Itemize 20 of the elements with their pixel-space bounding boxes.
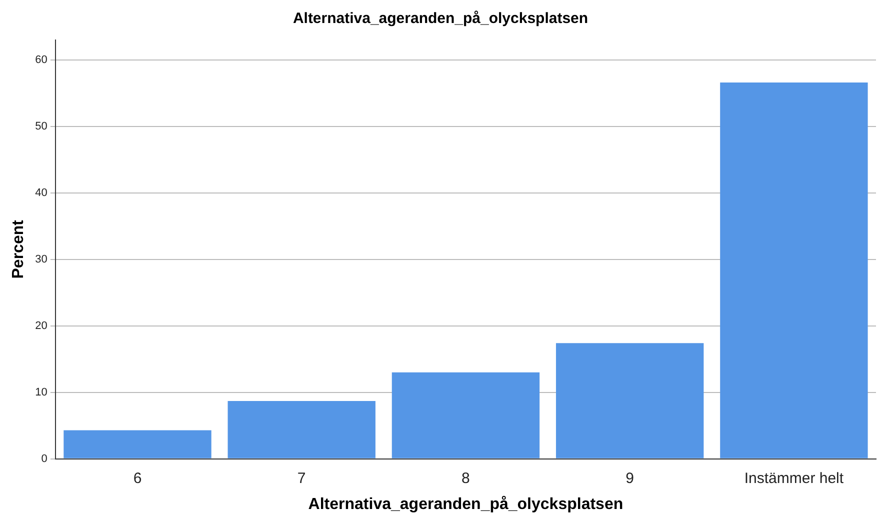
y-tick-label: 50 (35, 120, 48, 132)
y-tick-label: 40 (35, 186, 48, 199)
y-axis-title: Percent (10, 219, 28, 279)
chart-title: Alternativa_ageranden_på_olycksplatsen (292, 10, 588, 28)
x-tick-label: 8 (462, 470, 470, 487)
bar (720, 82, 868, 458)
x-tick-label: 6 (133, 470, 142, 487)
y-tick-label: 10 (35, 386, 48, 398)
bar (392, 372, 540, 458)
y-tick-label: 20 (35, 320, 48, 332)
x-tick-label: 7 (297, 470, 306, 487)
y-tick-label: 30 (35, 253, 48, 266)
bar (228, 400, 376, 458)
bar (556, 343, 704, 458)
x-tick-label: 9 (626, 470, 634, 487)
x-tick-label: Instämmer helt (744, 470, 844, 487)
x-axis-title: Alternativa_ageranden_på_olycksplatsen (308, 494, 624, 513)
y-tick-label: 0 (41, 452, 48, 465)
bar (64, 430, 212, 458)
y-tick-label: 60 (35, 54, 48, 66)
